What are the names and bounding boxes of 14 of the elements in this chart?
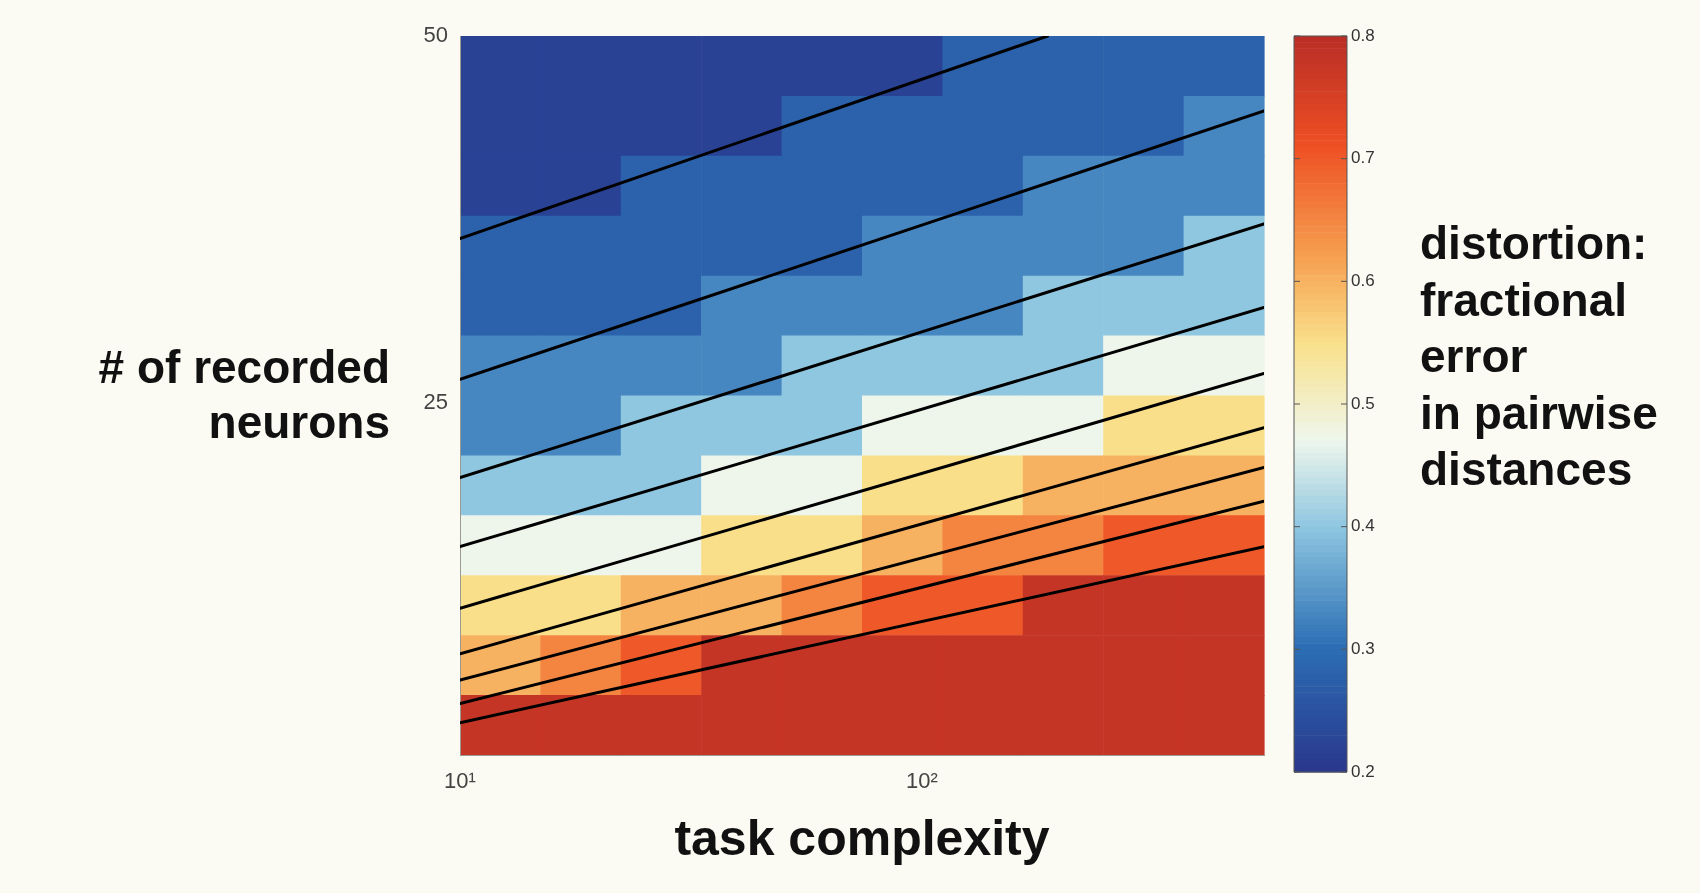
x-tick-label: 10¹ <box>444 768 476 794</box>
color-bar-label: 0.5 <box>1351 393 1375 413</box>
color-bar-label: 0.8 <box>1351 25 1375 45</box>
y-tick-label: 25 <box>423 388 448 414</box>
y-axis-title: # of recorded neurons <box>98 340 390 451</box>
color-bar-label: 0.4 <box>1351 516 1375 536</box>
x-tick-label: 10² <box>906 768 938 794</box>
color-bar-label: 0.6 <box>1351 271 1375 291</box>
x-axis-title: task complexity <box>673 809 1051 868</box>
color-bar-label: 0.3 <box>1351 639 1375 659</box>
color-bar-title: distortion: fractional error in pairwise distances <box>1420 216 1658 498</box>
color-bar-label: 0.7 <box>1351 148 1375 168</box>
color-bar-label: 0.2 <box>1351 761 1375 781</box>
y-tick-label: 50 <box>423 22 448 48</box>
